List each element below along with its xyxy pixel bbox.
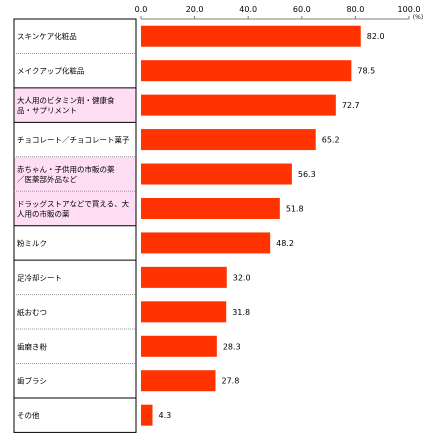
bar	[141, 129, 316, 151]
bar	[141, 163, 292, 185]
category-label: 足冷却シート	[17, 272, 62, 282]
category-label: ／医薬部外品など	[17, 174, 77, 184]
category-label: その他	[17, 410, 40, 420]
value-label: 28.3	[223, 342, 241, 351]
value-label: 82.0	[367, 32, 385, 41]
category-highlight-cell	[14, 191, 136, 226]
category-label: 粉ミルク	[17, 238, 47, 248]
bar	[141, 266, 227, 288]
category-label: 歯ブラシ	[17, 376, 47, 386]
value-label: 48.2	[276, 239, 294, 248]
value-label: 78.5	[357, 67, 375, 76]
value-label: 65.2	[322, 136, 340, 145]
x-tick-label: 100.0	[398, 5, 421, 14]
bar	[141, 60, 352, 82]
category-highlight-cell	[14, 87, 136, 123]
bar	[141, 335, 217, 357]
bar	[141, 370, 216, 392]
category-label: 大人用のビタミン剤・健康食	[17, 95, 115, 105]
category-label: 品・サプリメント	[17, 106, 77, 115]
x-tick-label: 80.0	[346, 5, 364, 14]
x-tick-label: 0.0	[135, 5, 148, 14]
category-label: メイクアップ化粧品	[17, 66, 84, 76]
category-label: 人用の市販の薬	[17, 208, 70, 218]
bar	[141, 197, 280, 219]
value-label: 72.7	[342, 101, 360, 110]
value-label: 32.0	[233, 273, 251, 282]
category-label: スキンケア化粧品	[17, 31, 77, 41]
bar	[141, 94, 336, 116]
bar	[141, 25, 361, 47]
bar	[141, 404, 153, 426]
x-tick-label: 40.0	[239, 5, 257, 14]
category-label: ドラッグストアなどで買える、大	[17, 198, 130, 208]
x-tick-label: 60.0	[293, 5, 311, 14]
category-label: チョコレート／チョコレート菓子	[17, 135, 130, 145]
value-label: 27.8	[222, 377, 240, 386]
unit-label: (%)	[413, 14, 423, 21]
category-label: 赤ちゃん・子供用の市販の薬	[17, 164, 115, 174]
value-label: 51.8	[286, 204, 304, 213]
category-label: 紙おむつ	[17, 307, 47, 317]
category-highlight-cell	[14, 156, 136, 192]
value-label: 4.3	[159, 411, 172, 420]
category-label: 歯磨き粉	[17, 341, 47, 351]
value-label: 56.3	[298, 170, 316, 179]
x-tick-label: 20.0	[186, 5, 204, 14]
value-label: 31.8	[232, 308, 250, 317]
bar	[141, 232, 271, 254]
bar	[141, 301, 227, 323]
